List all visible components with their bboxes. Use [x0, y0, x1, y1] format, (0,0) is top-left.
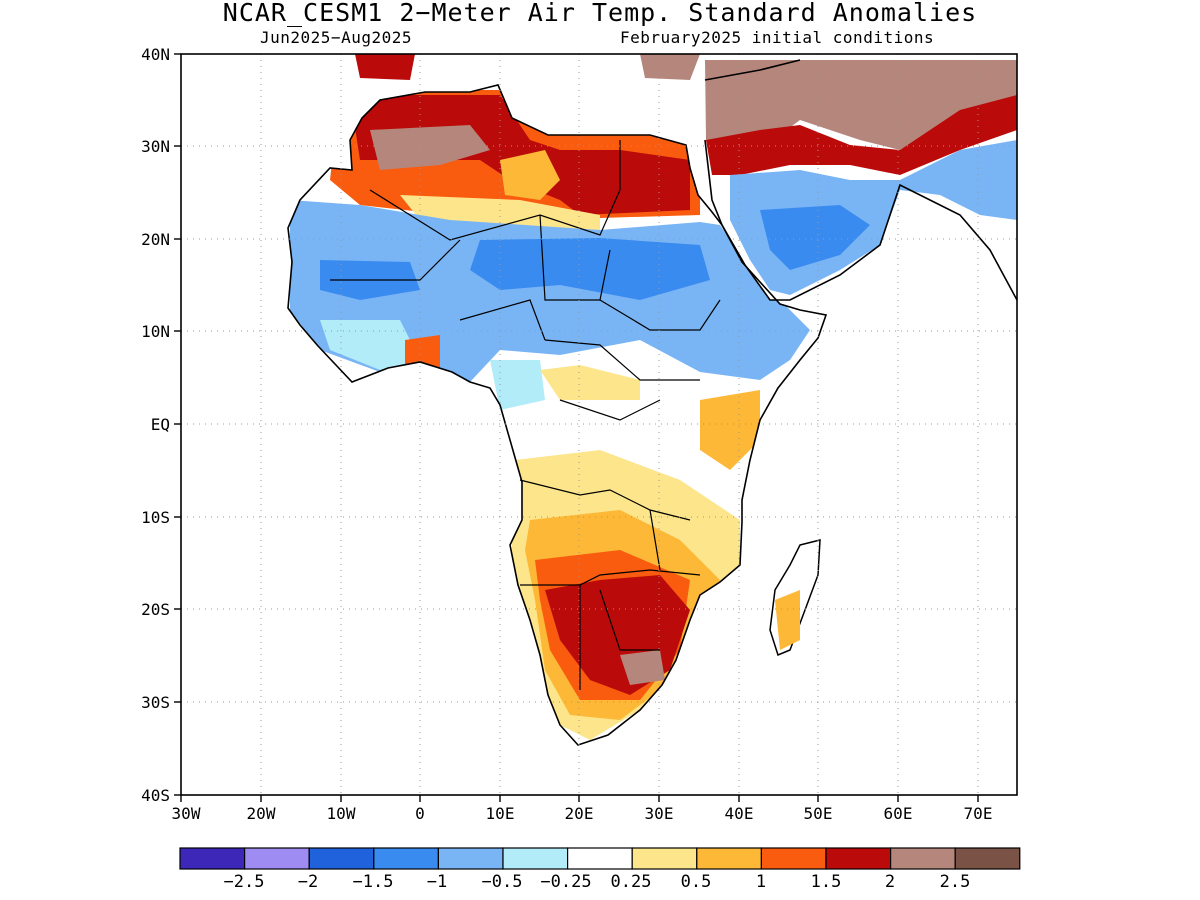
colorbar [179, 847, 1021, 870]
lon-label: 10W [327, 804, 356, 823]
country-borders [330, 140, 721, 690]
colorbar-swatch [373, 847, 439, 870]
shade-east-africa-warm [700, 390, 760, 470]
lon-label: 60E [884, 804, 913, 823]
colorbar-label: 0.25 [610, 872, 652, 892]
lat-label: 40N [141, 45, 170, 64]
colorbar-swatch [244, 847, 310, 870]
lon-labels: 30W 20W 10W 0 10E 20E 30E 40E 50E 60E 70… [172, 804, 993, 823]
middle-east [705, 60, 1017, 300]
lat-label: 20N [141, 230, 170, 249]
lat-labels: 40N 30N 20N 10N EQ 10S 20S 30S 40S [141, 45, 170, 805]
lon-label: 20E [565, 804, 594, 823]
colorbar-swatch [631, 847, 698, 870]
shade-sahel-cooler [470, 238, 710, 300]
lat-label: 30S [141, 693, 170, 712]
shade-cameroon [490, 360, 545, 410]
colorbar-swatch [437, 847, 504, 870]
shade-mideast-hot [706, 95, 1017, 175]
colorbar-label: 2.5 [939, 872, 971, 892]
madagascar [769, 539, 821, 657]
lon-label: 20W [247, 804, 276, 823]
lon-label: 40E [725, 804, 754, 823]
colorbar-swatch [566, 847, 633, 870]
forecast-period: Jun2025−Aug2025 [260, 28, 412, 47]
colorbar-swatch [954, 847, 1021, 870]
lon-label: 70E [964, 804, 993, 823]
lon-label: 50E [804, 804, 833, 823]
shade-guinea-coast [320, 320, 420, 370]
shade-algeria-extreme [370, 125, 490, 170]
lon-label: 30W [172, 804, 201, 823]
lat-label: 30N [141, 137, 170, 156]
colorbar-label: 1.5 [810, 872, 842, 892]
colorbar-swatch [696, 847, 762, 870]
lat-label: 10N [141, 322, 170, 341]
colorbar-label: −2.5 [223, 872, 265, 892]
lat-label: 20S [141, 600, 170, 619]
colorbar-label: −2 [297, 872, 319, 892]
europe-strip [355, 54, 700, 80]
colorbar-label: −1 [426, 872, 448, 892]
shade-central-light [540, 365, 640, 400]
graticule [181, 54, 1017, 795]
shade-sahel-transition [400, 195, 600, 232]
shade-ghana-warm [405, 335, 440, 370]
colorbar-label: 2 [884, 872, 896, 892]
colorbar-label: −0.25 [540, 872, 592, 892]
colorbar-swatch [825, 847, 892, 870]
colorbar-swatch [179, 847, 246, 870]
colorbar-label: −0.5 [481, 872, 523, 892]
colorbar-swatch [308, 847, 375, 870]
coastlines [287, 59, 1018, 746]
lat-label: 10S [141, 508, 170, 527]
shade-arabia-cooler [760, 205, 870, 270]
tick-marks [174, 53, 979, 802]
shade-mideast-extreme [705, 60, 1017, 160]
shade-sahara-hot [350, 95, 690, 215]
lat-label: EQ [151, 415, 170, 434]
lon-label: 30E [645, 804, 674, 823]
colorbar-label: 0.5 [680, 872, 712, 892]
colorbar-swatch [502, 847, 569, 870]
shade-southern-extreme [620, 650, 665, 685]
colorbar-swatch [760, 847, 827, 870]
lon-label: 10E [486, 804, 515, 823]
shade-libya-warm [500, 150, 560, 200]
colorbar-label: −1.5 [352, 872, 394, 892]
lon-label: 0 [415, 804, 425, 823]
colorbar-swatch [889, 847, 956, 870]
chart-title: NCAR_CESM1 2−Meter Air Temp. Standard An… [222, 0, 978, 27]
colorbar-label: 1 [755, 872, 767, 892]
lat-label: 40S [141, 786, 170, 805]
initial-conditions: February2025 initial conditions [620, 28, 935, 47]
